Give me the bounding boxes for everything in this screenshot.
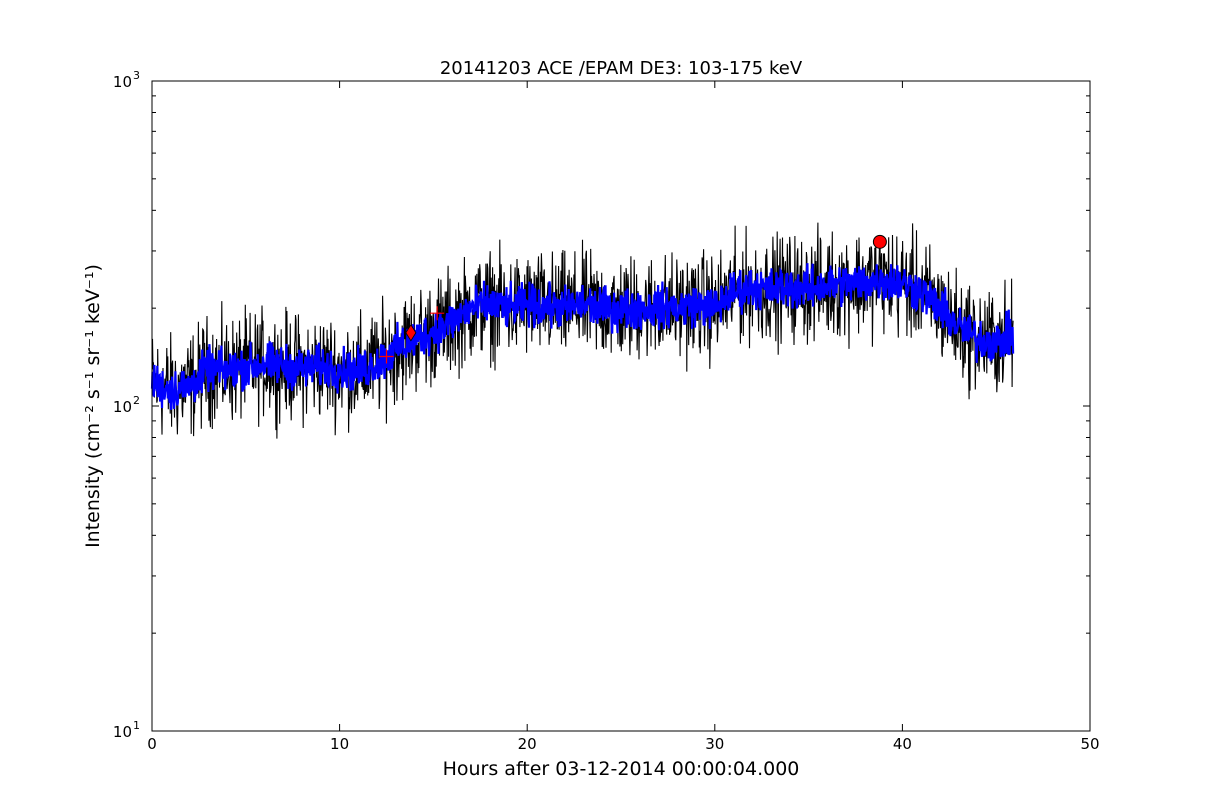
marker-plus (379, 349, 394, 364)
x-tick-label: 0 (147, 735, 157, 753)
marker-layer (379, 234, 887, 364)
y-tick-label: 10 (113, 73, 132, 91)
x-tick-label: 50 (1080, 735, 1099, 753)
marker-circle (872, 234, 887, 249)
x-tick-label: 20 (518, 735, 537, 753)
marker-diamond (405, 324, 417, 342)
y-axis-label: Intensity (cm⁻² s⁻¹ sr⁻¹ keV⁻¹) (82, 264, 104, 548)
y-tick-label: 10 (113, 723, 132, 741)
plot-frame (151, 80, 1091, 732)
chart-title: 20141203 ACE /EPAM DE3: 103-175 keV (440, 58, 803, 79)
x-axis-label: Hours after 03-12-2014 00:00:04.000 (443, 758, 800, 780)
x-tick-label: 30 (705, 735, 724, 753)
y-tick-label-exponent: 2 (133, 394, 140, 407)
y-tick-label-exponent: 3 (133, 69, 140, 82)
x-tick-label: 10 (330, 735, 349, 753)
x-tick-label: 40 (893, 735, 912, 753)
series-raw-line (151, 222, 1014, 439)
y-tick-label-exponent: 1 (133, 719, 140, 732)
y-tick-label: 10 (113, 398, 132, 416)
series-smoothed-line (150, 263, 1015, 410)
data-layer (150, 222, 1015, 439)
marker-plus (430, 306, 445, 321)
